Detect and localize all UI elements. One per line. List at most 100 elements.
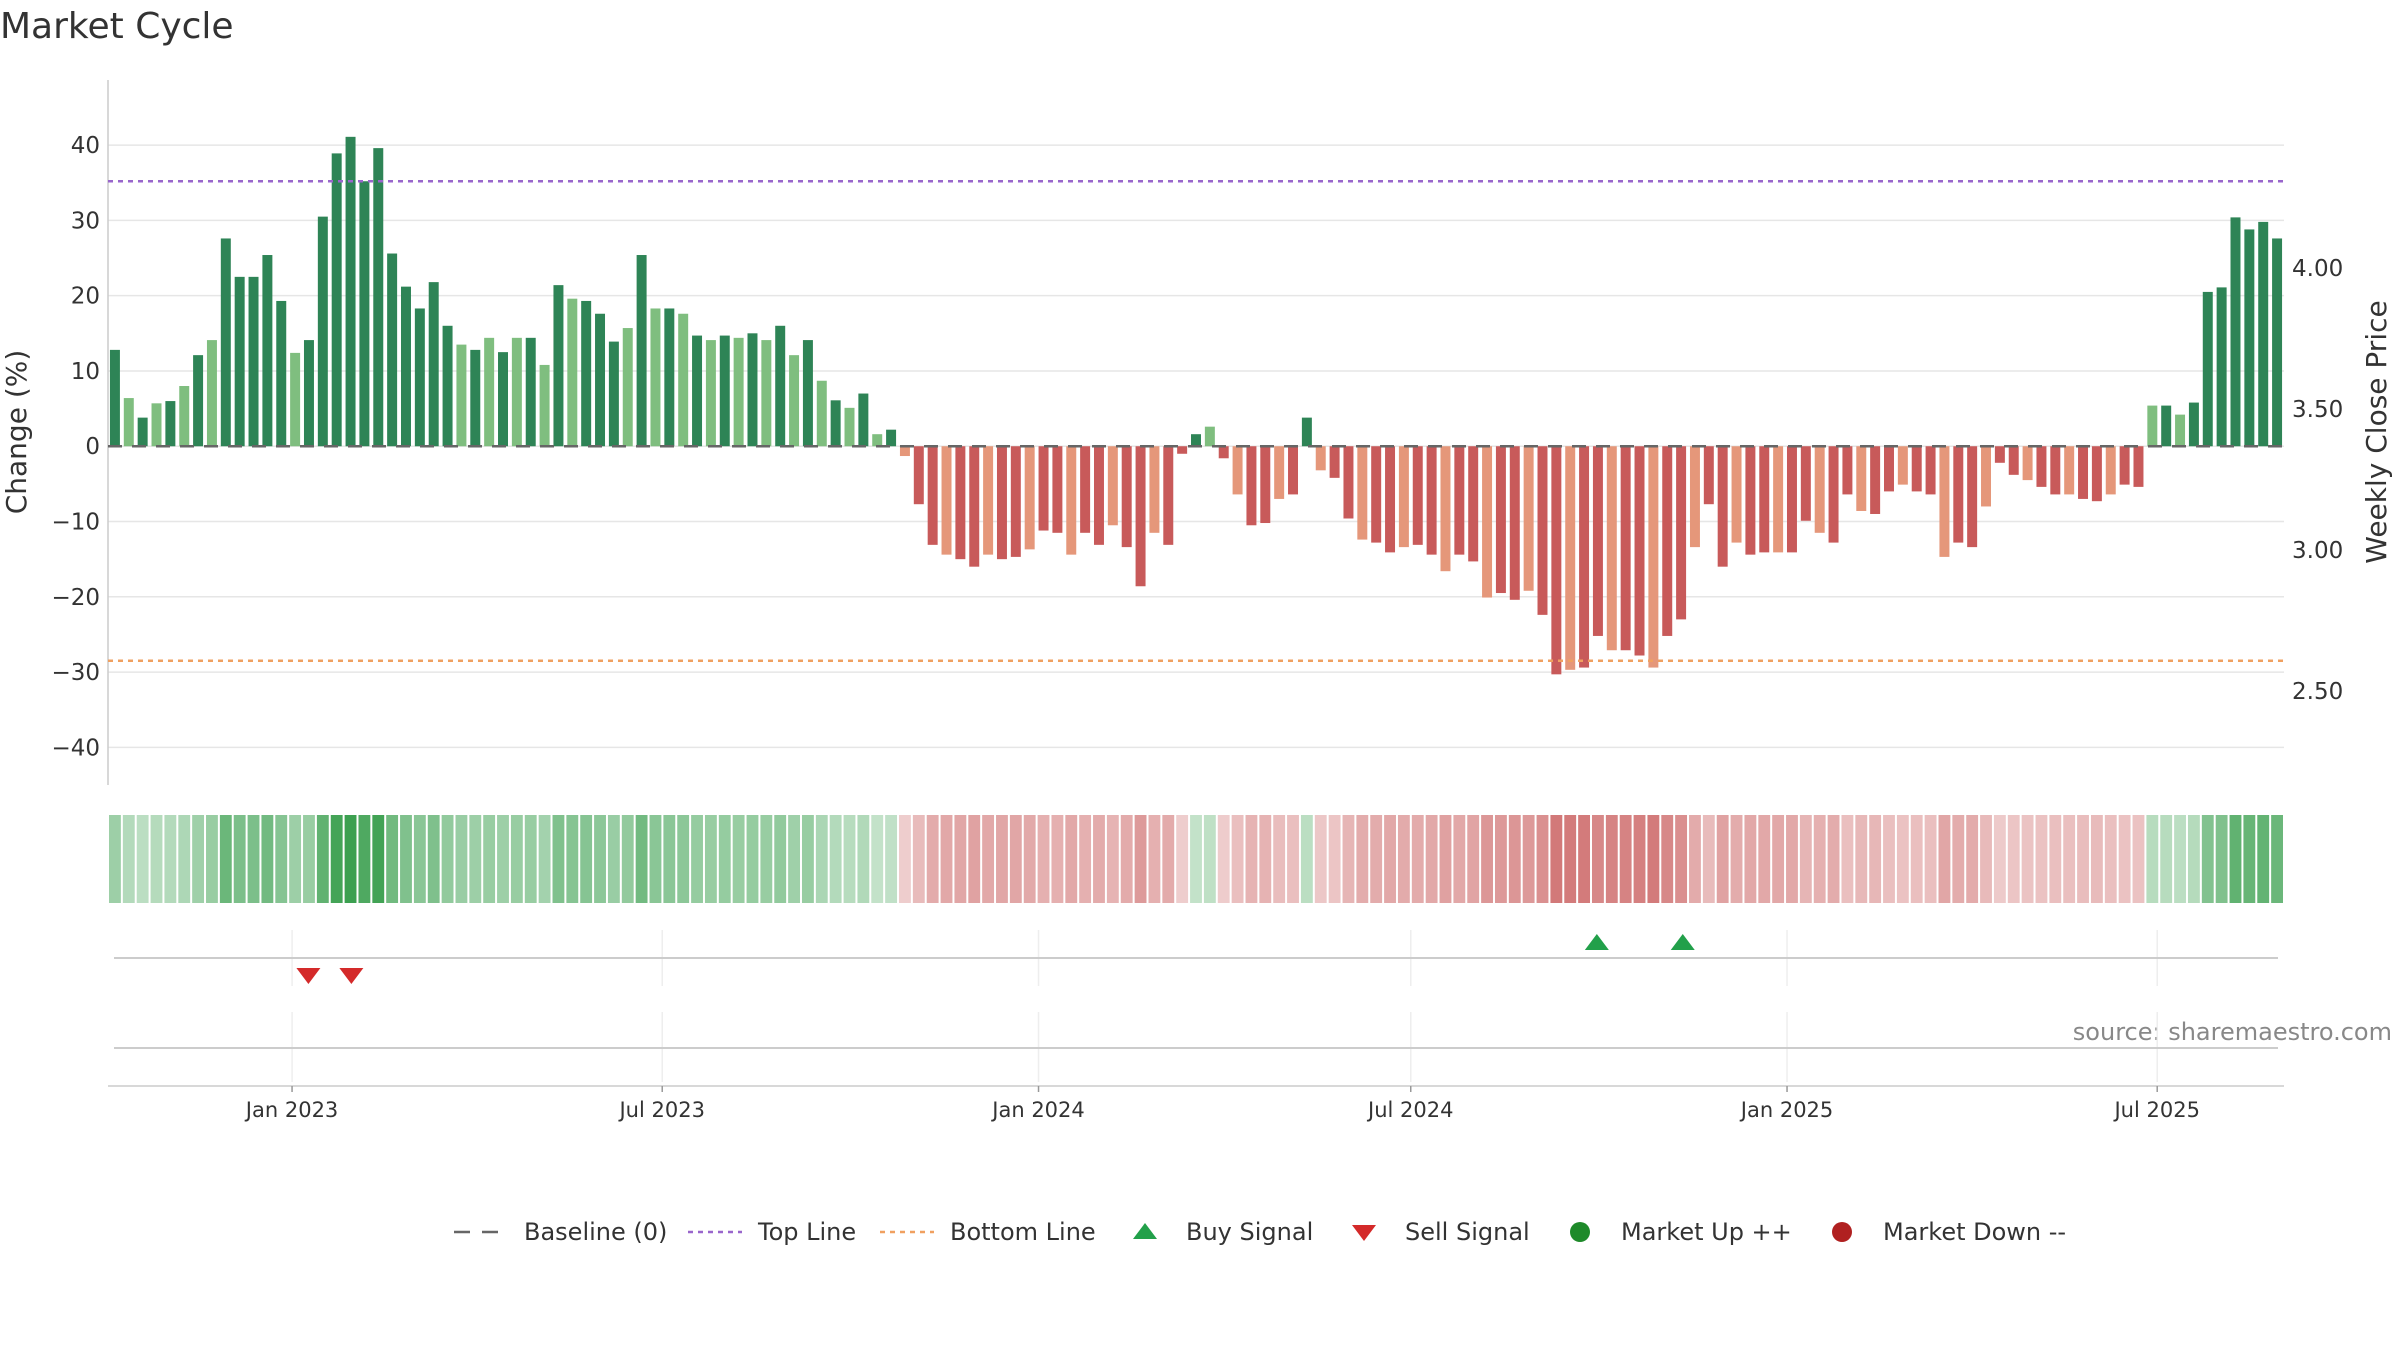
bar — [1288, 446, 1299, 495]
bar — [1925, 446, 1936, 495]
heat-cell — [2174, 815, 2186, 903]
bar — [331, 153, 342, 447]
heat-cell — [2049, 815, 2062, 903]
heat-cell — [1966, 815, 1979, 903]
bar — [2202, 291, 2213, 447]
bar — [1163, 446, 1174, 545]
bar — [414, 308, 425, 447]
bar — [2216, 287, 2227, 447]
bar — [1884, 446, 1894, 492]
bar — [678, 313, 689, 447]
bar — [1523, 446, 1534, 591]
bar — [1343, 446, 1354, 519]
heat-cell — [829, 815, 842, 903]
bar — [595, 313, 606, 447]
right-y-tick-label: 4.00 — [2292, 256, 2343, 282]
buy-signal-marker — [1584, 934, 1609, 950]
heat-cell — [150, 815, 163, 903]
y-tick-label: 10 — [71, 359, 100, 385]
heat-cell — [2146, 815, 2159, 903]
heat-cell — [344, 815, 357, 903]
bar — [2064, 446, 2075, 495]
heat-cell — [1287, 815, 1299, 903]
heat-cell — [1910, 815, 1923, 903]
heat-cell — [1453, 815, 1466, 903]
bar — [470, 349, 481, 447]
sell-signal-marker — [339, 968, 364, 984]
bar — [2119, 446, 2130, 485]
heat-cell — [1411, 815, 1424, 903]
buy-signal-marker — [1670, 934, 1695, 950]
bar — [1814, 446, 1825, 533]
bar — [1703, 446, 1714, 505]
heat-cell — [2160, 815, 2173, 903]
heat-cell — [1896, 815, 1909, 903]
legend-buy-signal-swatch — [1133, 1223, 1157, 1239]
bar — [345, 136, 356, 447]
bar — [206, 340, 217, 447]
heat-cell — [2257, 815, 2270, 903]
bar — [761, 340, 772, 447]
bar — [705, 340, 716, 447]
bar — [1994, 446, 2005, 463]
x-tick-label: Jan 2023 — [244, 1098, 339, 1122]
heat-cell — [1578, 815, 1591, 903]
bar — [2244, 229, 2255, 447]
heat-cell — [663, 815, 676, 903]
bar — [539, 364, 550, 447]
bar — [179, 386, 190, 447]
heat-cell — [289, 815, 302, 903]
legend-buy-signal-label: Buy Signal — [1186, 1218, 1313, 1246]
bar — [692, 335, 703, 447]
heat-cell — [746, 815, 759, 903]
y-axis-right-title: Weekly Close Price — [2360, 300, 2393, 563]
heat-cell — [801, 815, 814, 903]
heat-cell — [1633, 815, 1646, 903]
bar — [1662, 446, 1673, 636]
heat-cell — [1106, 815, 1119, 903]
bar — [456, 344, 467, 447]
heat-cell — [1883, 815, 1895, 903]
heat-cell — [857, 815, 870, 903]
bar — [1537, 446, 1548, 615]
heat-cell — [1259, 815, 1272, 903]
heat-cell — [1980, 815, 1992, 903]
heat-cell — [1813, 815, 1826, 903]
bar — [1080, 446, 1091, 533]
bar — [858, 393, 869, 447]
bar — [165, 401, 176, 447]
heat-cell — [2077, 815, 2089, 903]
sell-signal-marker — [296, 968, 321, 984]
bar — [1828, 446, 1839, 543]
heat-cell — [1176, 815, 1189, 903]
heat-cell — [1217, 815, 1230, 903]
heat-cell — [400, 815, 412, 903]
heat-cell — [1689, 815, 1701, 903]
bar — [1759, 446, 1770, 553]
heat-cell — [2215, 815, 2228, 903]
heat-cell — [774, 815, 787, 903]
heat-cell — [2229, 815, 2242, 903]
heat-cell — [1786, 815, 1798, 903]
heat-cell — [940, 815, 953, 903]
heat-cell — [691, 815, 703, 903]
heat-cell — [1051, 815, 1064, 903]
bar — [844, 407, 855, 447]
heat-cell — [635, 815, 648, 903]
bar — [109, 349, 120, 447]
bar — [1149, 446, 1160, 533]
bar — [1565, 446, 1576, 670]
heat-cell — [1481, 815, 1493, 903]
heat-cell — [1439, 815, 1452, 903]
bar — [234, 276, 245, 447]
bar — [1800, 446, 1811, 521]
bar — [1634, 446, 1645, 656]
bar — [1981, 446, 1992, 507]
heat-cell — [303, 815, 315, 903]
heat-cell — [2063, 815, 2076, 903]
heat-cell — [1744, 815, 1757, 903]
bar — [1038, 446, 1049, 531]
heat-cell — [954, 815, 967, 903]
bar — [553, 285, 564, 447]
legend-top-line-label: Top Line — [757, 1218, 856, 1246]
